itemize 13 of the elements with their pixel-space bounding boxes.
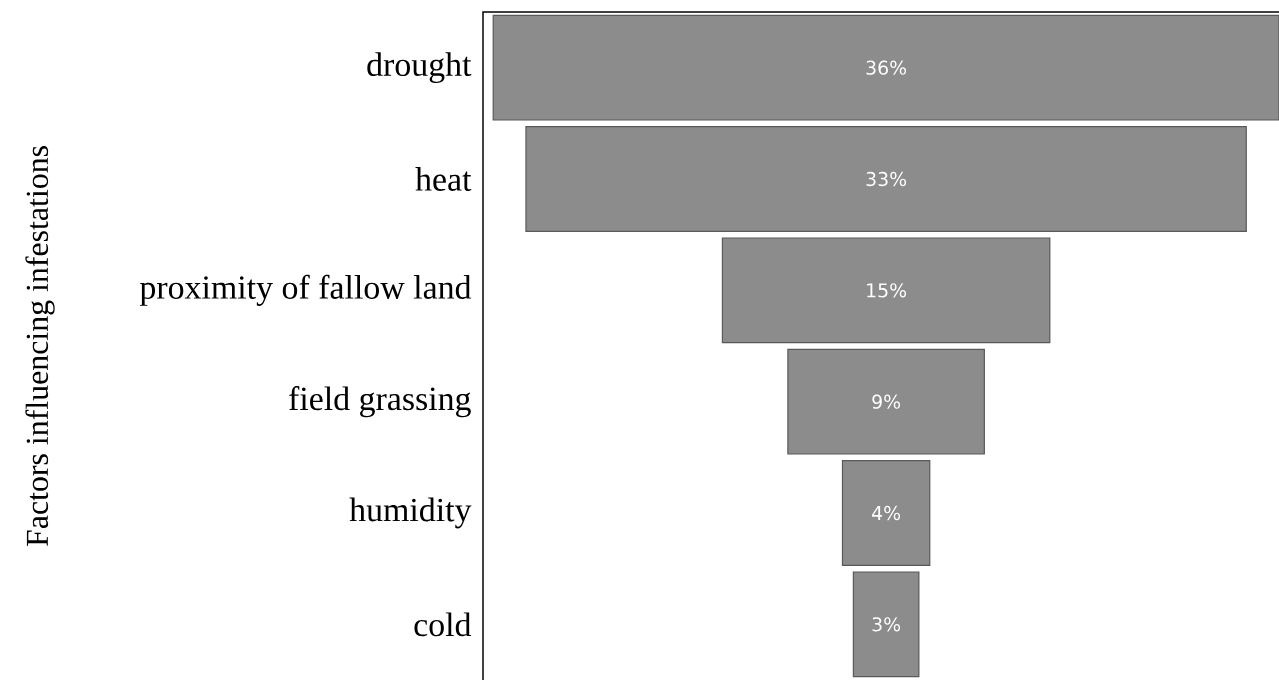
data-label: 4% xyxy=(872,505,901,521)
data-label: 3% xyxy=(872,617,901,632)
category-label: drought xyxy=(367,52,472,84)
data-label: 33% xyxy=(866,171,907,187)
category-label: proximity of fallow land xyxy=(139,274,472,306)
category-label: humidity xyxy=(349,497,472,529)
data-label: 9% xyxy=(872,394,901,409)
text: Factors influencing infestations xyxy=(25,146,55,547)
category-label: cold xyxy=(414,612,472,637)
data-label: 36% xyxy=(866,60,907,75)
data-label: 15% xyxy=(867,283,907,298)
category-label: heat xyxy=(415,167,472,191)
category-label: field grassing xyxy=(289,386,471,418)
